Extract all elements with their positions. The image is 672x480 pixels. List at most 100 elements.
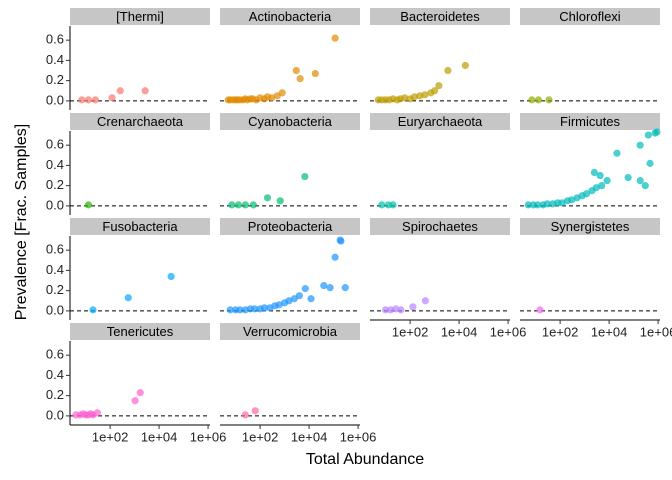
point: [301, 172, 309, 181]
x-tick-label: 1e+02: [242, 429, 279, 444]
point: [598, 182, 606, 190]
point: [435, 82, 443, 90]
strip: [220, 323, 360, 340]
point: [533, 201, 542, 209]
x-tick-label: 1e+04: [441, 324, 478, 339]
point: [84, 96, 93, 104]
point: [624, 173, 632, 182]
point: [116, 87, 124, 95]
point: [136, 389, 144, 397]
point: [444, 66, 452, 75]
strip: [220, 8, 360, 25]
point: [389, 201, 397, 209]
point: [84, 201, 93, 209]
x-tick-label: 1e+04: [591, 324, 628, 339]
y-tick-label: 0.4: [46, 52, 64, 67]
strip: [220, 113, 360, 130]
y-tick-label: 0.2: [46, 177, 64, 192]
x-tick-label: 1e+02: [92, 429, 129, 444]
point: [260, 304, 269, 312]
strip-label: [Thermi]: [116, 9, 164, 24]
point: [228, 201, 236, 209]
strip: [370, 8, 510, 25]
point: [93, 409, 101, 417]
point: [326, 284, 334, 292]
point: [226, 306, 234, 314]
y-tick-label: 0.4: [46, 262, 64, 277]
point: [249, 201, 257, 209]
y-tick-label: 0.0: [46, 407, 64, 422]
point: [241, 411, 249, 419]
y-tick-label: 0.0: [46, 302, 64, 317]
point: [89, 306, 97, 314]
point: [141, 87, 149, 95]
x-tick-label: 1e+06: [340, 429, 377, 444]
point: [292, 66, 300, 75]
y-tick-label: 0.6: [46, 242, 64, 257]
strip-label: Euryarchaeota: [398, 114, 483, 129]
x-tick-label: 1e+02: [392, 324, 429, 339]
strip-label: Fusobacteria: [102, 219, 178, 234]
point: [331, 34, 339, 42]
point: [311, 69, 319, 78]
point: [341, 284, 349, 292]
x-tick-label: 1e+06: [190, 429, 227, 444]
point: [167, 272, 175, 281]
x-tick-label: 1e+02: [542, 324, 579, 339]
strip: [370, 113, 510, 130]
strip-label: Actinobacteria: [249, 9, 332, 24]
point: [534, 96, 543, 104]
point: [543, 200, 551, 208]
strip-label: Spirochaetes: [402, 219, 478, 234]
x-tick-label: 1e+04: [141, 429, 178, 444]
point: [263, 194, 272, 202]
y-tick-label: 0.0: [46, 197, 64, 212]
y-tick-label: 0.0: [46, 92, 64, 107]
y-tick-label: 0.4: [46, 367, 64, 382]
point: [301, 285, 309, 293]
strip: [520, 8, 660, 25]
strip: [70, 8, 210, 25]
x-tick-label: 1e+04: [291, 429, 328, 444]
x-tick-label: 1e+06: [490, 324, 527, 339]
strip-label: Cyanobacteria: [248, 114, 333, 129]
x-tick-label: 1e+06: [640, 324, 672, 339]
strip: [520, 218, 660, 235]
strip: [370, 218, 510, 235]
point: [410, 93, 419, 101]
y-tick-label: 0.6: [46, 347, 64, 362]
point: [131, 397, 139, 405]
point: [124, 294, 132, 302]
x-axis-title: Total Abundance: [306, 451, 424, 468]
point: [331, 253, 339, 261]
point: [528, 96, 536, 104]
strip-label: Bacteroidetes: [400, 9, 480, 24]
point: [644, 131, 652, 139]
point: [307, 295, 315, 303]
point: [646, 159, 654, 167]
y-axis-title: Prevalence [Frac. Samples]: [13, 124, 30, 321]
point: [275, 301, 283, 309]
point: [320, 281, 328, 290]
point: [241, 201, 249, 209]
point: [558, 199, 566, 207]
y-tick-label: 0.2: [46, 72, 64, 87]
point: [285, 297, 293, 305]
point: [524, 201, 532, 209]
point: [590, 168, 598, 177]
y-tick-label: 0.4: [46, 157, 64, 172]
strip: [70, 323, 210, 340]
point: [603, 176, 611, 185]
y-tick-label: 0.2: [46, 282, 64, 297]
strip-label: Chloroflexi: [559, 9, 621, 24]
strip: [70, 113, 210, 130]
strip: [70, 218, 210, 235]
point: [545, 96, 553, 104]
point: [296, 75, 304, 83]
point: [401, 94, 409, 102]
point: [236, 306, 244, 314]
point: [596, 171, 604, 180]
point: [382, 306, 390, 314]
point: [397, 306, 405, 314]
